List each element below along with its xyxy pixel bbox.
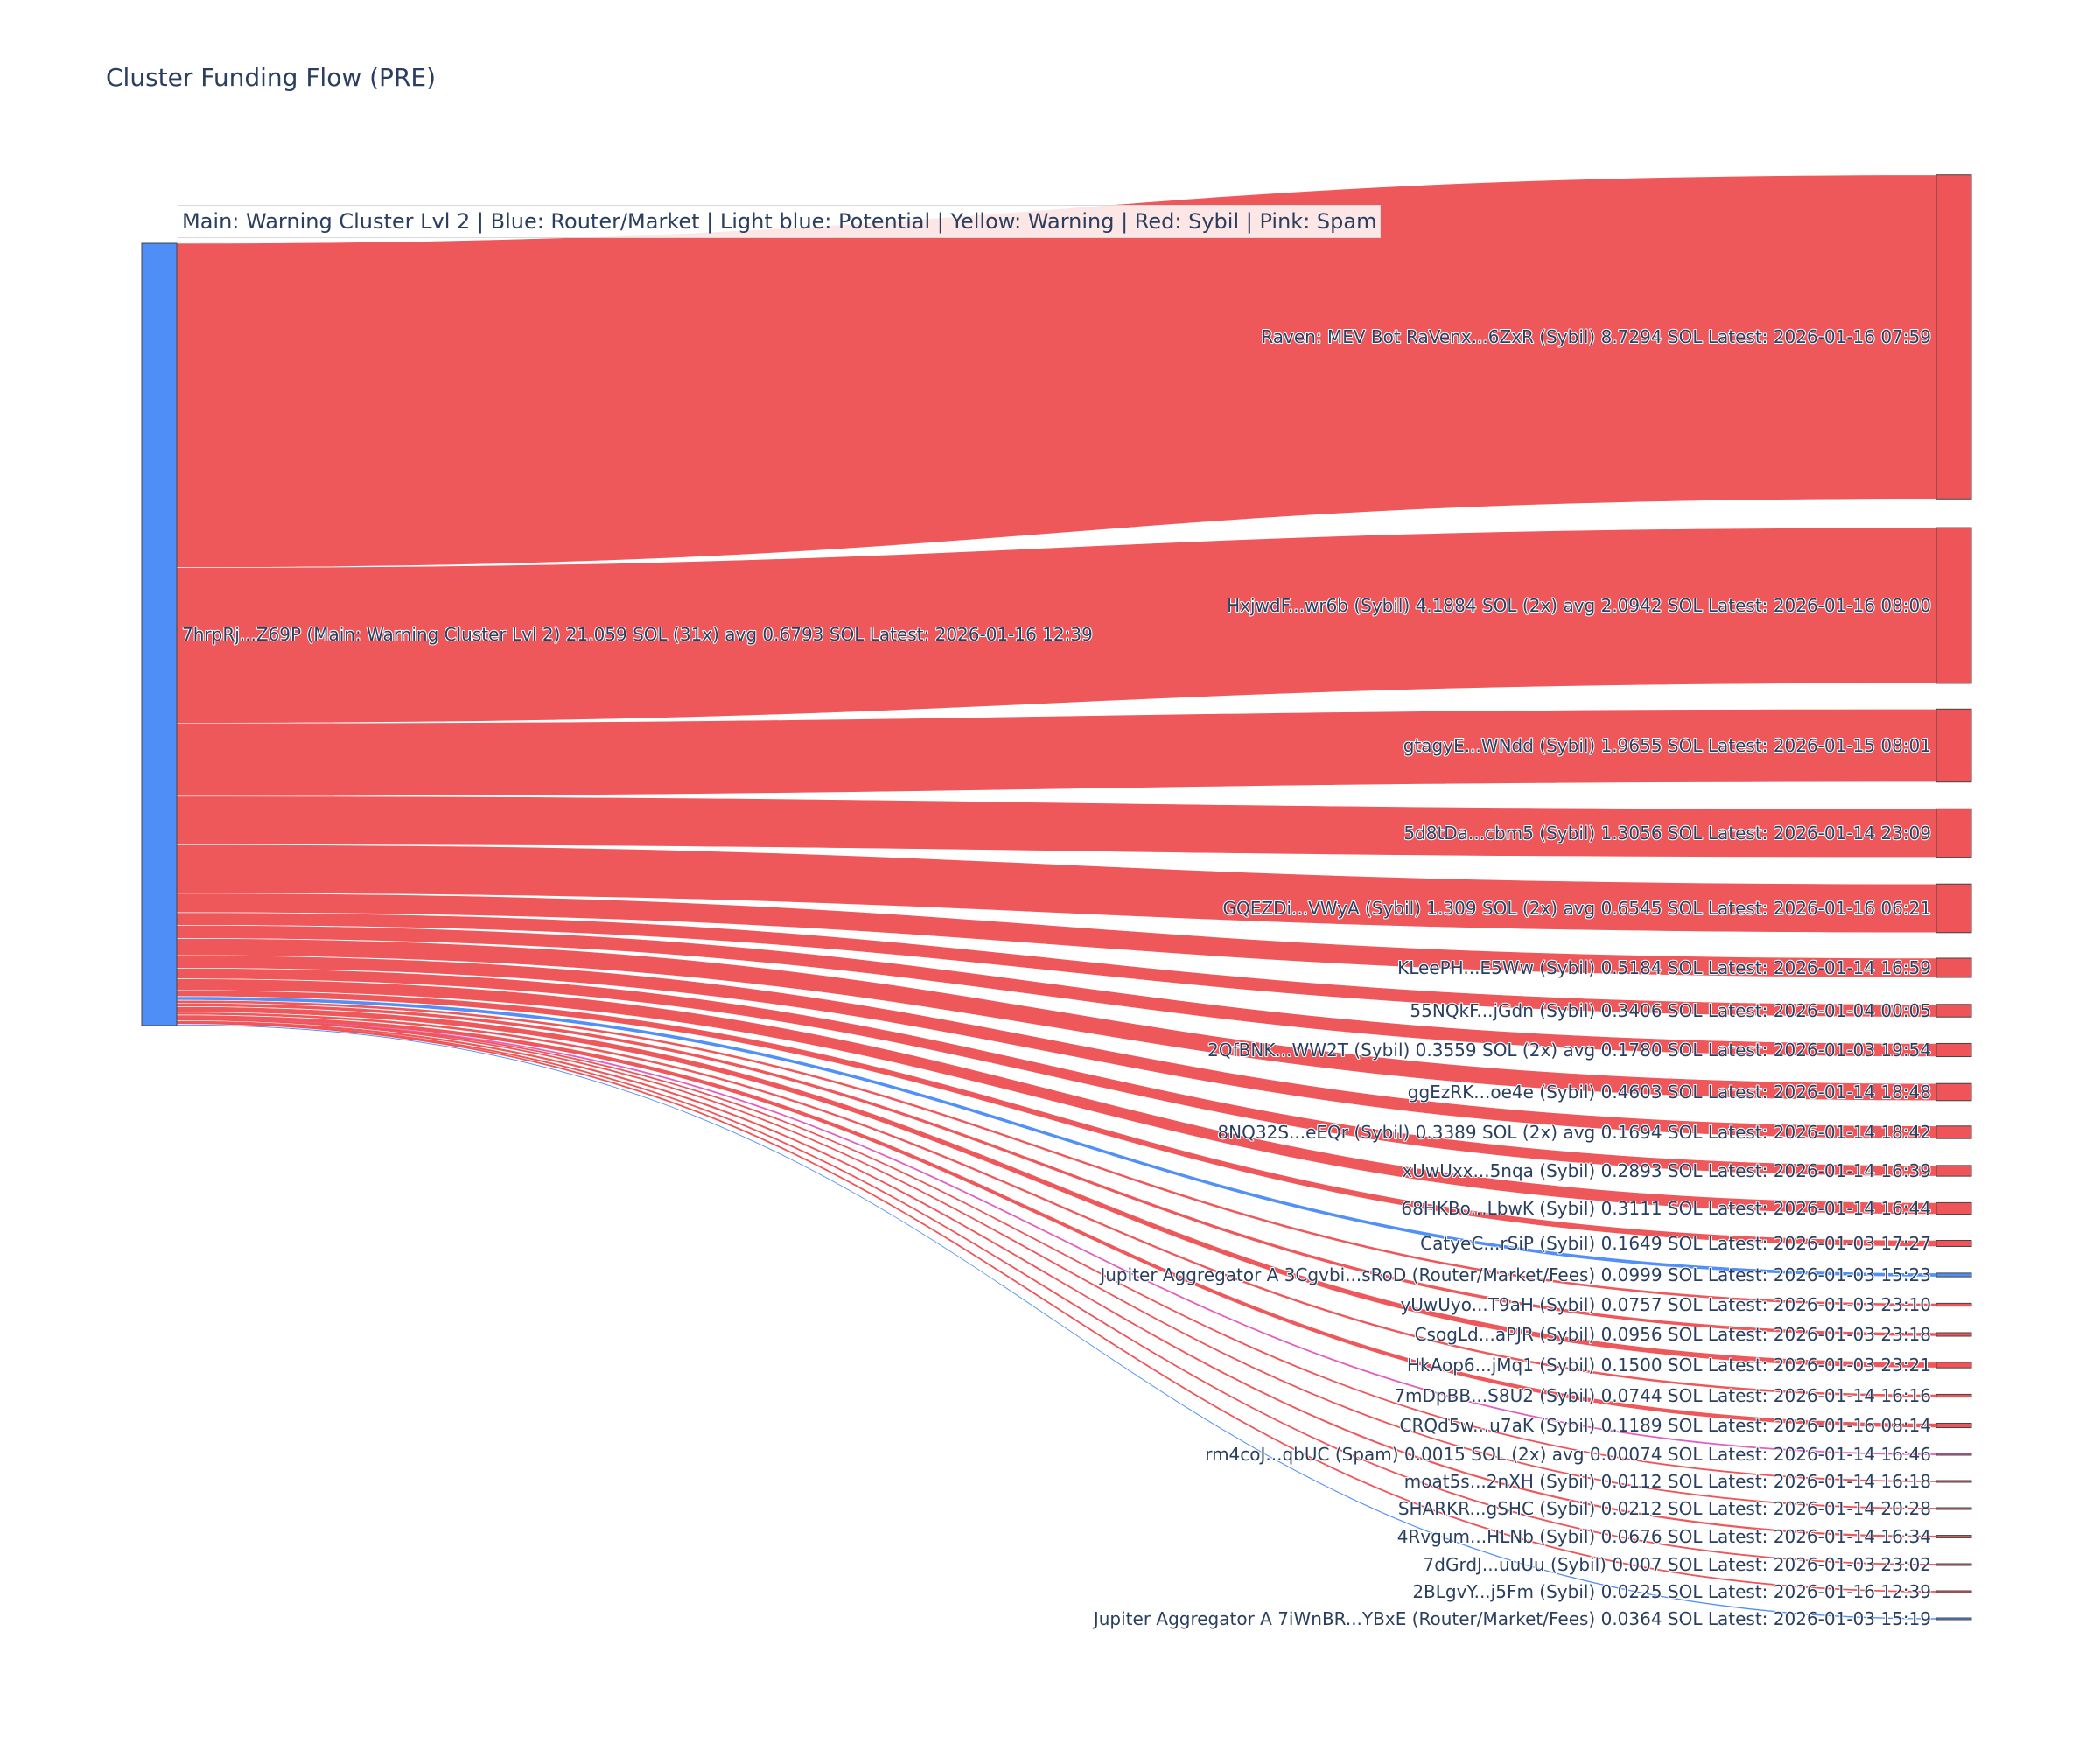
target-node-label-23: 4Rvgum...HLNb (Sybil) 0.0676 SOL Latest:… xyxy=(1397,1526,1931,1547)
target-node-25[interactable] xyxy=(1936,1590,1972,1593)
target-node-label-9: ggEzRK...oe4e (Sybil) 0.4603 SOL Latest:… xyxy=(1408,1082,1931,1102)
target-node-label-26: Jupiter Aggregator A 7iWnBR...YBxE (Rout… xyxy=(1092,1608,1931,1629)
target-node-7[interactable] xyxy=(1936,1004,1972,1018)
target-node-label-19: CRQd5w...u7aK (Sybil) 0.1189 SOL Latest:… xyxy=(1400,1415,1931,1436)
target-node-19[interactable] xyxy=(1936,1422,1972,1429)
target-node-label-25: 2BLgvY...j5Fm (Sybil) 0.0225 SOL Latest:… xyxy=(1412,1581,1931,1602)
flow-link-20[interactable] xyxy=(176,1018,1937,1455)
target-node-3[interactable] xyxy=(1936,708,1972,783)
target-node-label-10: 8NQ32S...eEQr (Sybil) 0.3389 SOL (2x) av… xyxy=(1217,1122,1931,1143)
target-node-14[interactable] xyxy=(1936,1272,1972,1278)
target-node-label-12: 68HKBo...LbwK (Sybil) 0.3111 SOL Latest:… xyxy=(1401,1198,1931,1219)
target-node-label-3: gtagyE...WNdd (Sybil) 1.9655 SOL Latest:… xyxy=(1404,735,1931,756)
target-node-17[interactable] xyxy=(1936,1362,1972,1368)
target-node-9[interactable] xyxy=(1936,1082,1972,1102)
target-node-21[interactable] xyxy=(1936,1480,1972,1483)
target-node-4[interactable] xyxy=(1936,808,1972,858)
target-node-13[interactable] xyxy=(1936,1239,1972,1248)
target-node-2[interactable] xyxy=(1936,527,1972,684)
target-node-22[interactable] xyxy=(1936,1507,1972,1510)
target-node-label-18: 7mDpBB...S8U2 (Sybil) 0.0744 SOL Latest:… xyxy=(1394,1385,1931,1406)
target-node-label-1: Raven: MEV Bot RaVenx...6ZxR (Sybil) 8.7… xyxy=(1261,326,1931,347)
target-node-16[interactable] xyxy=(1936,1332,1972,1337)
target-node-18[interactable] xyxy=(1936,1393,1972,1398)
target-node-8[interactable] xyxy=(1936,1042,1972,1058)
target-node-20[interactable] xyxy=(1936,1452,1972,1456)
target-node-10[interactable] xyxy=(1936,1125,1972,1139)
sankey-nodes xyxy=(141,174,1972,1620)
target-node-6[interactable] xyxy=(1936,957,1972,978)
source-node-label: 7hrpRj...Z69P (Main: Warning Cluster Lvl… xyxy=(182,624,1093,645)
sankey-labels: 7hrpRj...Z69P (Main: Warning Cluster Lvl… xyxy=(181,326,1932,1630)
target-node-label-24: 7dGrdJ...uuUu (Sybil) 0.007 SOL Latest: … xyxy=(1424,1554,1931,1575)
chart-legend: Main: Warning Cluster Lvl 2 | Blue: Rout… xyxy=(178,205,1382,238)
target-node-label-7: 55NQkF...jGdn (Sybil) 0.3406 SOL Latest:… xyxy=(1410,1000,1931,1021)
flow-link-22[interactable] xyxy=(176,1018,1937,1509)
target-node-label-15: yUwUyo...T9aH (Sybil) 0.0757 SOL Latest:… xyxy=(1400,1294,1931,1315)
target-node-12[interactable] xyxy=(1936,1201,1972,1215)
target-node-label-17: HkAop6...jMq1 (Sybil) 0.1500 SOL Latest:… xyxy=(1407,1354,1931,1376)
target-node-5[interactable] xyxy=(1936,883,1972,934)
target-node-label-4: 5d8tDa...cbm5 (Sybil) 1.3056 SOL Latest:… xyxy=(1404,822,1931,844)
source-node[interactable] xyxy=(141,242,178,1026)
target-node-24[interactable] xyxy=(1936,1563,1972,1566)
chart-title: Cluster Funding Flow (PRE) xyxy=(106,63,437,92)
target-node-26[interactable] xyxy=(1936,1617,1972,1620)
flow-link-25[interactable] xyxy=(176,1023,1937,1592)
target-node-label-8: 2QfBNK...WW2T (Sybil) 0.3559 SOL (2x) av… xyxy=(1208,1040,1931,1060)
target-node-23[interactable] xyxy=(1936,1535,1972,1538)
target-node-label-5: GQEZDi...VWyA (Sybil) 1.309 SOL (2x) avg… xyxy=(1222,898,1931,919)
flow-link-21[interactable] xyxy=(176,1018,1937,1482)
target-node-label-16: CsogLd...aPJR (Sybil) 0.0956 SOL Latest:… xyxy=(1415,1324,1931,1345)
target-node-1[interactable] xyxy=(1936,174,1972,500)
target-node-label-6: KLeePH...E5Ww (Sybil) 0.5184 SOL Latest:… xyxy=(1397,957,1931,978)
flow-link-24[interactable] xyxy=(176,1022,1937,1565)
target-node-label-14: Jupiter Aggregator A 3Cgvbi...sRoD (Rout… xyxy=(1098,1264,1931,1285)
target-node-label-13: CatyeC...rSiP (Sybil) 0.1649 SOL Latest:… xyxy=(1420,1233,1931,1254)
target-node-label-22: SHARKR...gSHC (Sybil) 0.0212 SOL Latest:… xyxy=(1398,1498,1931,1519)
target-node-label-2: HxjwdF...wr6b (Sybil) 4.1884 SOL (2x) av… xyxy=(1227,595,1931,616)
sankey-links xyxy=(176,174,1937,1620)
target-node-15[interactable] xyxy=(1936,1302,1972,1307)
target-node-11[interactable] xyxy=(1936,1165,1972,1177)
target-node-label-20: rm4coJ...qbUC (Spam) 0.0015 SOL (2x) avg… xyxy=(1205,1444,1931,1465)
target-node-label-21: moat5s...2nXH (Sybil) 0.0112 SOL Latest:… xyxy=(1404,1471,1931,1492)
target-node-label-11: xUwUxx...5nqa (Sybil) 0.2893 SOL Latest:… xyxy=(1402,1160,1931,1181)
